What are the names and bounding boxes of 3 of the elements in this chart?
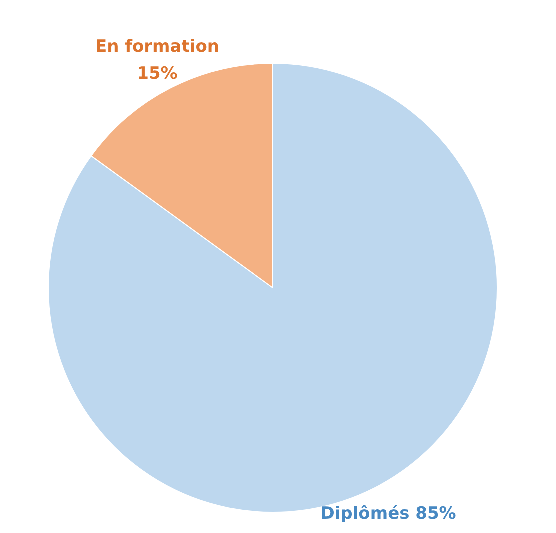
data-label: 15% bbox=[137, 64, 178, 84]
slice-label: Diplômés 85% bbox=[320, 504, 456, 524]
slice-label: En formation bbox=[95, 37, 220, 58]
